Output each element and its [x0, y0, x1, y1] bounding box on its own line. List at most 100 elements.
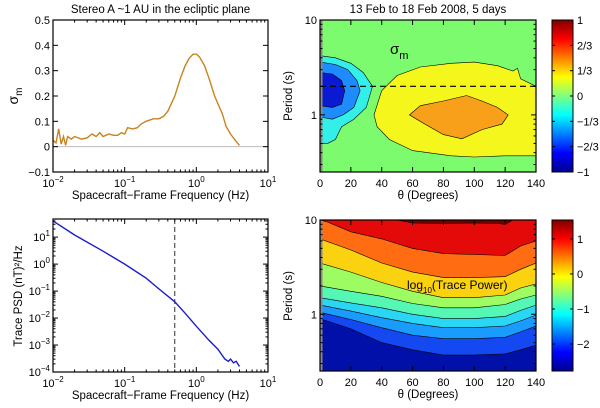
- colorbar-tick-label: −2: [577, 339, 590, 351]
- contour-plot-2: [320, 20, 536, 172]
- annotation-tail: (Trace Power): [432, 278, 508, 292]
- annotation-main: σ: [390, 41, 400, 58]
- x-tick-label-exp: −1: [126, 175, 136, 184]
- colorbar-tick-label: −1: [577, 167, 590, 179]
- contour-band: [320, 220, 536, 256]
- y-axis-label: Trace PSD (nT)²/Hz: [13, 245, 25, 346]
- x-tick-label: 80: [437, 377, 449, 389]
- x-tick-label: 60: [406, 178, 418, 190]
- x-tick-label: 10−1: [114, 375, 136, 390]
- y-tick-label-base: 10: [29, 367, 41, 379]
- x-tick-label-exp: −1: [126, 375, 136, 384]
- y-tick-label-exp: −4: [41, 364, 51, 373]
- x-tick-label: 101: [260, 375, 277, 390]
- x-axis-label: Spacecraft−Frame Frequency (Hz): [72, 190, 250, 202]
- x-tick-label: 20: [345, 377, 357, 389]
- x-tick-label: 100: [465, 377, 483, 389]
- y-axis-label-main: σ: [5, 95, 21, 104]
- x-tick-label-exp: 0: [200, 175, 205, 184]
- y-axis-label: Period (s): [283, 271, 295, 321]
- x-tick-label: 100: [188, 175, 205, 190]
- y-tick-label: 0.3: [35, 66, 50, 78]
- x-tick-label: 0: [317, 377, 323, 389]
- colorbar-tick-label: −1: [577, 304, 590, 316]
- x-axis-label: Spacecraft−Frame Frequency (Hz): [72, 390, 250, 402]
- x-tick-label: 10−1: [114, 175, 136, 190]
- y-tick-label: −0.1: [28, 167, 50, 179]
- x-tick-label-exp: −2: [55, 375, 65, 384]
- y-axis-label: Period (s): [283, 71, 295, 121]
- x-tick-label-base: 10: [114, 378, 126, 390]
- annotation-sub: m: [399, 50, 408, 62]
- x-tick-label-exp: −2: [55, 175, 65, 184]
- x-tick-label: 10−2: [42, 175, 64, 190]
- colorbar: [551, 19, 574, 173]
- y-tick-label-exp: −3: [41, 337, 51, 346]
- y-tick-label: 101: [33, 229, 50, 244]
- x-tick-label: 0: [317, 178, 323, 190]
- x-tick-label: 10−2: [42, 375, 64, 390]
- axes-frame: [52, 218, 269, 373]
- colorbar-tick-label: 0: [577, 269, 583, 281]
- y-axis-label: σm: [5, 88, 25, 105]
- y-tick-label: 10−4: [29, 364, 51, 379]
- x-tick-label-exp: 1: [272, 375, 277, 384]
- x-tick-label-base: 10: [260, 378, 272, 390]
- x-tick-label: 40: [376, 377, 388, 389]
- x-tick-label: 140: [527, 178, 545, 190]
- y-tick-label: 10−2: [29, 310, 51, 325]
- data-line: [52, 53, 241, 146]
- y-tick-label-base: 10: [29, 340, 41, 352]
- y-tick-label: 10−3: [29, 337, 51, 352]
- sigma-m-annotation: σm: [390, 41, 408, 62]
- chart-title: Stereo A ~1 AU in the ecliptic plane: [71, 4, 250, 16]
- y-tick-label-base: 10: [33, 232, 45, 244]
- x-tick-label: 60: [406, 377, 418, 389]
- x-tick-label: 120: [496, 178, 514, 190]
- x-tick-label-base: 10: [114, 178, 126, 190]
- x-tick-label-base: 10: [42, 178, 54, 190]
- x-tick-label: 80: [437, 178, 449, 190]
- y-axis-label-sub: m: [14, 88, 25, 96]
- contour-plot-3: [320, 220, 536, 371]
- y-tick-label: 10: [305, 215, 317, 227]
- x-tick-label-base: 10: [188, 178, 200, 190]
- colorbar: [551, 219, 574, 372]
- x-tick-label-base: 10: [188, 378, 200, 390]
- y-tick-label-exp: −2: [41, 310, 51, 319]
- x-tick-label-base: 10: [42, 378, 54, 390]
- y-tick-label-base: 10: [33, 259, 45, 271]
- x-tick-label: 140: [527, 377, 545, 389]
- x-tick-label: 120: [496, 377, 514, 389]
- x-tick-label-exp: 1: [272, 175, 277, 184]
- y-tick-label-exp: 0: [46, 256, 51, 265]
- y-tick-label: 0.5: [35, 15, 50, 27]
- colorbar-tick-label: 0: [577, 91, 583, 103]
- y-tick-label-exp: −1: [41, 283, 51, 292]
- y-tick-label: 0: [44, 142, 50, 154]
- x-tick-label: 100: [465, 178, 483, 190]
- colorbar-tick-label: 1/3: [577, 66, 592, 78]
- annotation-sub: 10: [423, 286, 432, 295]
- colorbar-tick-label: 1: [577, 15, 583, 27]
- x-tick-label: 101: [260, 175, 277, 190]
- missing-data-strip: [320, 20, 323, 172]
- y-tick-label: 1: [311, 309, 317, 321]
- x-tick-label: 100: [188, 375, 205, 390]
- y-tick-label: 1: [311, 110, 317, 122]
- annotation-main: log: [407, 278, 423, 292]
- data-line: [52, 220, 241, 367]
- contour-band: [320, 220, 536, 225]
- y-tick-label-base: 10: [29, 286, 41, 298]
- y-tick-label: 0.4: [35, 40, 50, 52]
- axes-frame: [319, 19, 537, 173]
- missing-data-strip: [320, 220, 323, 371]
- x-axis-label: θ (Degrees): [398, 389, 459, 401]
- y-tick-label-exp: 1: [46, 229, 51, 238]
- colorbar-tick-label: 1: [577, 234, 583, 246]
- x-axis-label: θ (Degrees): [398, 190, 459, 202]
- x-tick-label: 40: [376, 178, 388, 190]
- contour-region: [408, 95, 509, 140]
- colorbar-tick-label: −2/3: [577, 142, 599, 154]
